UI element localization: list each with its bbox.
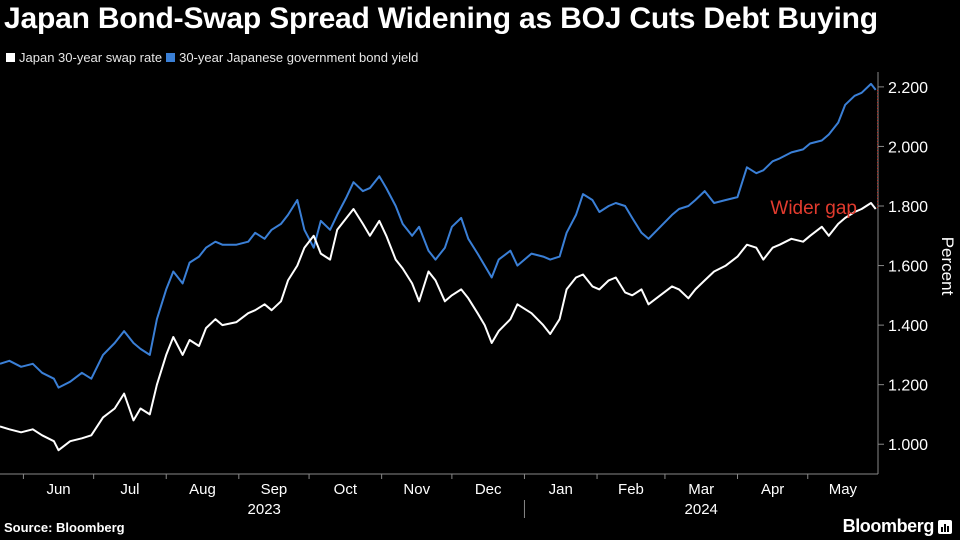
x-tick-label: Jun bbox=[46, 481, 70, 498]
annotation-wider-gap: Wider gap bbox=[770, 198, 857, 219]
legend-label-swap-rate: Japan 30-year swap rate bbox=[19, 49, 163, 65]
year-label-2024: 2024 bbox=[685, 501, 718, 518]
source-note: Source: Bloomberg bbox=[4, 520, 125, 535]
x-tick-label: Mar bbox=[688, 481, 714, 498]
legend-swatch-swap-rate bbox=[6, 52, 15, 62]
swap-rate-line bbox=[0, 202, 877, 452]
y-tick-label: 1.600 bbox=[888, 259, 928, 276]
y-tick-label: 1.200 bbox=[888, 378, 928, 395]
x-tick-label: Jul bbox=[120, 481, 139, 498]
x-tick-label: Oct bbox=[334, 481, 358, 498]
x-tick-label: May bbox=[829, 481, 858, 498]
bar-chart-icon bbox=[938, 520, 952, 534]
x-tick-label: Aug bbox=[189, 481, 216, 498]
y-tick-label: 1.400 bbox=[888, 318, 928, 335]
chart-legend: Japan 30-year swap rate 30-year Japanese… bbox=[6, 49, 422, 65]
y-tick-label: 1.800 bbox=[888, 199, 928, 216]
y-tick-label: 2.200 bbox=[888, 80, 928, 97]
jgb-yield-line bbox=[0, 82, 877, 389]
chart-title: Japan Bond-Swap Spread Widening as BOJ C… bbox=[4, 2, 878, 35]
legend-label-jgb-yield: 30-year Japanese government bond yield bbox=[179, 49, 419, 65]
legend-item-swap-rate: Japan 30-year swap rate bbox=[6, 50, 162, 65]
x-tick-label: Dec bbox=[475, 481, 502, 498]
legend-swatch-jgb-yield bbox=[166, 52, 176, 62]
bloomberg-logo: Bloomberg bbox=[842, 516, 935, 536]
legend-item-jgb-yield: 30-year Japanese government bond yield bbox=[166, 50, 418, 65]
x-tick-label: Feb bbox=[618, 481, 644, 498]
y-tick-label: 2.000 bbox=[888, 139, 928, 156]
y-tick-label: 1.000 bbox=[888, 437, 928, 454]
y-axis-title: Percent bbox=[938, 237, 957, 296]
year-label-2023: 2023 bbox=[248, 501, 281, 518]
x-tick-label: Nov bbox=[403, 481, 430, 498]
x-tick-label: Jan bbox=[549, 481, 573, 498]
x-tick-label: Apr bbox=[761, 481, 784, 498]
x-tick-label: Sep bbox=[261, 481, 288, 498]
